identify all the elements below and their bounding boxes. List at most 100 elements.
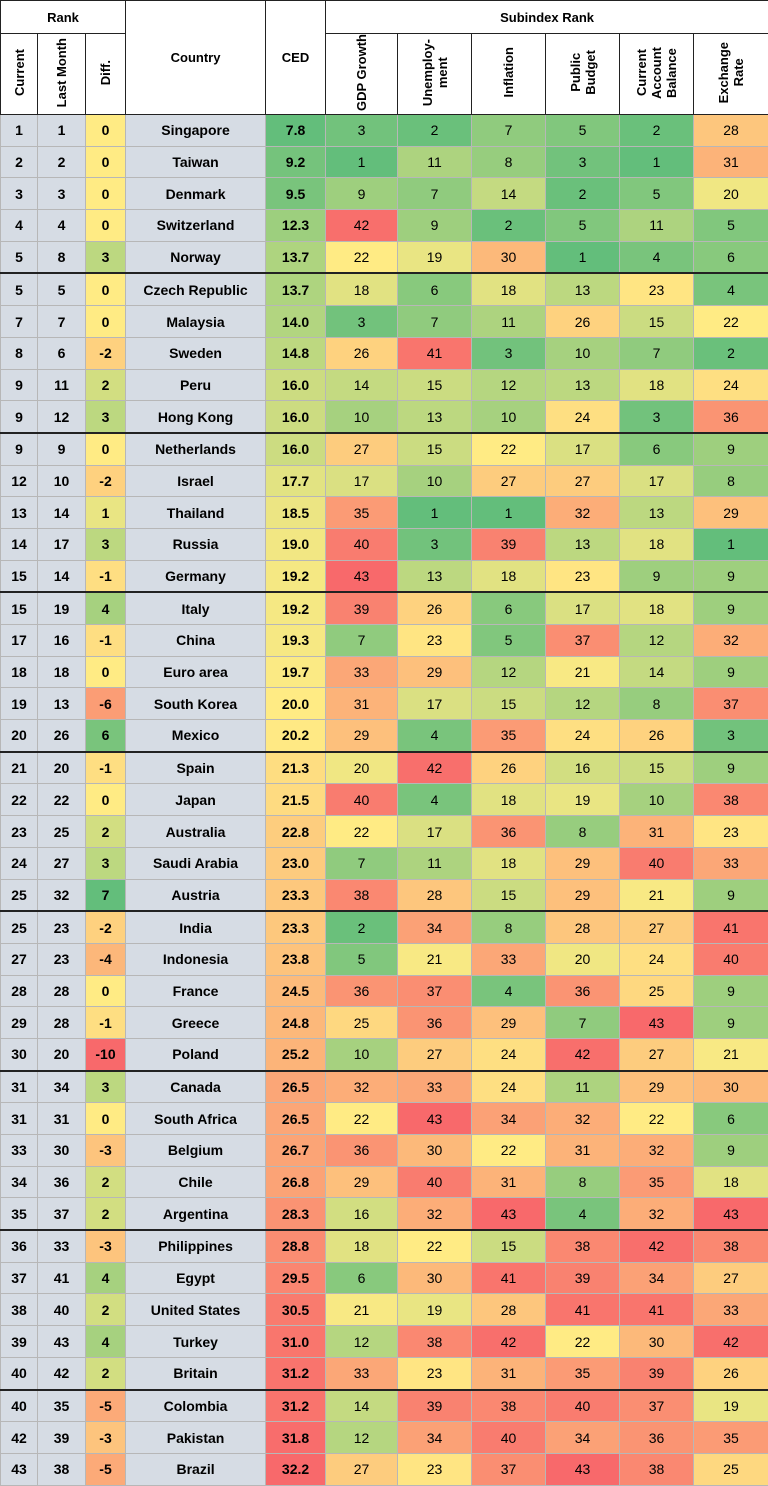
cell: 19.2 (266, 560, 326, 592)
cell: 41 (620, 1294, 694, 1326)
cell: 9 (326, 178, 398, 210)
cell: 28 (398, 879, 472, 911)
cell: -2 (86, 337, 126, 369)
cell: 36 (326, 975, 398, 1007)
cell: Colombia (126, 1390, 266, 1422)
cell: 22 (472, 433, 546, 465)
cell: 7.8 (266, 115, 326, 147)
cell: 40 (326, 528, 398, 560)
cell: 0 (86, 433, 126, 465)
cell: 27 (38, 847, 86, 879)
cell: -3 (86, 1422, 126, 1454)
cell: 18 (326, 273, 398, 305)
cell: 42 (694, 1326, 768, 1358)
cell: 14 (620, 656, 694, 688)
cell: -3 (86, 1230, 126, 1262)
cell: 9 (1, 369, 38, 401)
cell: 9 (620, 560, 694, 592)
header-text: Inflation (501, 47, 516, 98)
cell: 6 (472, 592, 546, 624)
cell: United States (126, 1294, 266, 1326)
cell: 4 (38, 210, 86, 242)
cell: 3 (546, 146, 620, 178)
cell: Saudi Arabia (126, 847, 266, 879)
cell: 39 (546, 1262, 620, 1294)
cell: 3 (1, 178, 38, 210)
cell: 7 (472, 115, 546, 147)
cell: 5 (1, 273, 38, 305)
cell: 1 (326, 146, 398, 178)
cell: 5 (326, 943, 398, 975)
header-text: Diff. (98, 60, 113, 85)
cell: 9 (694, 879, 768, 911)
cell: 32 (398, 1198, 472, 1230)
cell: 13 (620, 497, 694, 529)
cell: 30 (620, 1326, 694, 1358)
cell: 2 (86, 816, 126, 848)
cell: 4 (398, 720, 472, 752)
cell: 23 (398, 1357, 472, 1389)
cell: 29 (620, 1071, 694, 1103)
header-text: Unemploy- ment (420, 39, 450, 106)
cell: 39 (326, 592, 398, 624)
cell: 7 (620, 337, 694, 369)
cell: 30.5 (266, 1294, 326, 1326)
cell: 3 (326, 115, 398, 147)
cell: 40 (694, 943, 768, 975)
cell: Norway (126, 241, 266, 273)
cell: 31 (326, 688, 398, 720)
cell: Thailand (126, 497, 266, 529)
cell: 15 (398, 433, 472, 465)
cell: 3 (694, 720, 768, 752)
cell: 17 (620, 465, 694, 497)
cell: 4 (86, 1262, 126, 1294)
cell: 1 (398, 497, 472, 529)
cell: 16.0 (266, 433, 326, 465)
header-text: Public Budget (568, 50, 598, 95)
cell: 1 (620, 146, 694, 178)
cell: 24 (546, 401, 620, 433)
cell: 43 (472, 1198, 546, 1230)
cell: 21 (620, 879, 694, 911)
cell: 8 (38, 241, 86, 273)
cell: 17 (38, 528, 86, 560)
column-header: Country (126, 1, 266, 115)
cell: 25 (694, 1453, 768, 1485)
cell: 10 (620, 784, 694, 816)
cell: 11 (38, 369, 86, 401)
cell: 27 (472, 465, 546, 497)
cell: 43 (398, 1103, 472, 1135)
cell: 26.8 (266, 1166, 326, 1198)
cell: 18 (694, 1166, 768, 1198)
cell: 29 (326, 720, 398, 752)
cell: 38 (38, 1453, 86, 1485)
cell: 36 (38, 1166, 86, 1198)
cell: 5 (546, 115, 620, 147)
cell: 18 (620, 592, 694, 624)
cell: 29 (398, 656, 472, 688)
cell: 33 (472, 943, 546, 975)
cell: 33 (398, 1071, 472, 1103)
cell: 0 (86, 115, 126, 147)
cell: 18 (620, 369, 694, 401)
cell: Czech Republic (126, 273, 266, 305)
column-header: GDP Growth (326, 34, 398, 115)
cell: 42 (472, 1326, 546, 1358)
cell: 41 (546, 1294, 620, 1326)
cell: 15 (472, 879, 546, 911)
cell: 8 (1, 337, 38, 369)
cell: 40 (472, 1422, 546, 1454)
cell: 14 (38, 560, 86, 592)
cell: 20 (38, 752, 86, 784)
cell: 10 (398, 465, 472, 497)
cell: -4 (86, 943, 126, 975)
cell: 32 (546, 497, 620, 529)
